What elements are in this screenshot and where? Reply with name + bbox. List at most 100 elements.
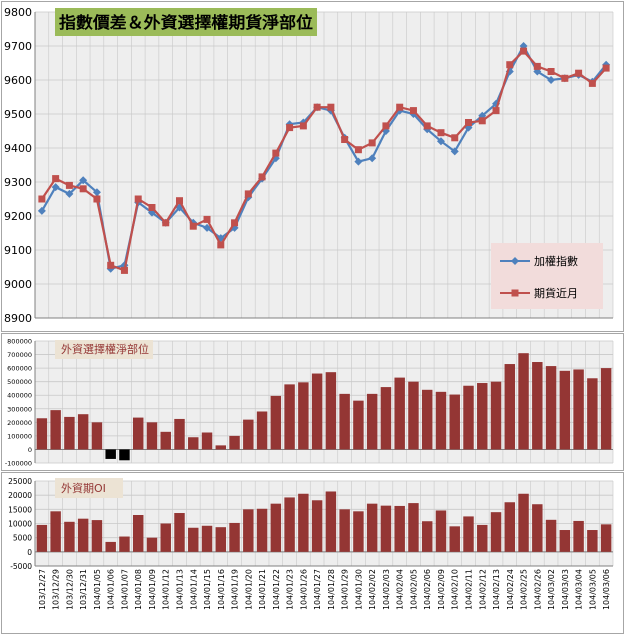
futures-point: [588, 79, 596, 87]
oi-bar: [449, 526, 460, 552]
options-bar: [119, 449, 130, 461]
x-tick-label: 104/02/11: [465, 569, 474, 610]
options-bar: [188, 437, 199, 450]
futures-point: [65, 181, 73, 189]
mid-y-tick-label: 400000: [7, 392, 32, 400]
options-bar: [518, 353, 529, 450]
options-bar: [490, 381, 502, 450]
x-tick-label: 104/01/09: [148, 569, 157, 610]
top-y-tick-label: 9000: [4, 278, 32, 291]
x-tick-label: 104/03/04: [575, 569, 584, 610]
x-tick-label: 104/01/21: [258, 569, 267, 610]
options-bar: [36, 418, 48, 450]
x-tick-label: 104/02/09: [437, 569, 446, 610]
options-bar: [311, 373, 323, 450]
x-tick-label: 103/12/27: [38, 569, 47, 610]
futures-point: [189, 222, 197, 230]
oi-bar: [256, 508, 268, 552]
index-point: [368, 154, 377, 163]
futures-point: [409, 107, 417, 115]
oi-bar: [188, 527, 199, 552]
mid-y-tick-label: 600000: [7, 365, 32, 373]
oi-bar: [339, 509, 350, 552]
futures-point: [244, 190, 252, 198]
x-tick-label: 104/01/28: [327, 569, 336, 610]
futures-point: [354, 146, 362, 154]
futures-point: [203, 215, 211, 223]
options-bar: [339, 393, 350, 450]
bottom-y-tick-label: 5000: [13, 534, 32, 543]
x-tick-label: 104/01/08: [134, 569, 143, 610]
mid-y-tick-label: 800000: [7, 338, 32, 346]
oi-bar: [559, 530, 571, 552]
options-bar: [573, 369, 584, 450]
x-tick-label: 104/01/19: [231, 569, 240, 610]
options-bar: [64, 416, 75, 450]
oi-bar: [284, 497, 295, 552]
futures-point: [561, 74, 569, 82]
futures-point: [437, 129, 445, 137]
x-tick-label: 104/02/12: [478, 569, 487, 610]
legend-futures-marker: [511, 289, 519, 297]
futures-point: [299, 122, 307, 130]
options-bar: [559, 370, 571, 450]
options-bar: [77, 414, 89, 450]
options-bar: [229, 435, 240, 450]
x-tick-label: 104/02/03: [382, 569, 391, 610]
options-bar: [463, 385, 474, 450]
futures-point: [286, 124, 294, 132]
index-point: [92, 188, 101, 197]
index-point: [436, 137, 445, 146]
x-tick-label: 104/02/24: [506, 569, 515, 610]
options-bar: [270, 395, 282, 450]
x-tick-label: 104/01/23: [286, 569, 295, 610]
options-bar: [174, 418, 185, 450]
x-tick-label: 104/01/06: [107, 569, 116, 610]
oi-bar: [408, 503, 419, 552]
futures-point: [423, 122, 431, 130]
oi-bar: [201, 525, 213, 552]
top-chart-title: 指數價差＆外資選擇權期貨淨部位: [59, 13, 313, 32]
index-point: [51, 183, 60, 192]
bottom-chart-title: 外資期OI: [61, 482, 106, 495]
x-tick-label: 104/02/10: [451, 569, 460, 610]
oi-bar: [36, 524, 48, 552]
top-y-tick-label: 9800: [4, 6, 32, 19]
top-title-box: [55, 8, 317, 36]
x-tick-label: 104/03/03: [561, 569, 570, 610]
options-bar: [408, 381, 419, 450]
options-bar: [353, 400, 364, 450]
top-y-tick-label: 9100: [4, 244, 32, 257]
index-point: [37, 206, 46, 215]
index-point: [354, 157, 363, 166]
x-tick-label: 104/03/05: [588, 569, 597, 610]
oi-bar: [270, 503, 282, 552]
top-y-tick-label: 9300: [4, 176, 32, 189]
oi-bar: [380, 505, 392, 552]
futures-point: [327, 103, 335, 111]
mid-y-tick-label: 500000: [7, 378, 32, 386]
top-y-tick-label: 9400: [4, 142, 32, 155]
options-bar: [284, 384, 295, 450]
x-tick-label: 104/02/06: [423, 569, 432, 610]
options-bar: [325, 372, 337, 450]
bottom-y-tick-label: 25000: [8, 477, 32, 486]
oi-bar: [421, 521, 433, 552]
oi-bar: [587, 530, 598, 552]
futures-point: [231, 219, 239, 227]
oi-bar: [160, 523, 171, 552]
futures-point: [107, 261, 115, 269]
oi-bar: [490, 512, 502, 552]
oi-bar: [573, 520, 584, 552]
futures-point: [506, 61, 514, 69]
x-tick-label: 104/01/30: [354, 569, 363, 610]
oi-bar: [119, 536, 130, 552]
oi-bar: [64, 521, 75, 552]
oi-bar: [600, 524, 612, 552]
options-bar: [91, 422, 103, 450]
x-tick-label: 104/02/02: [368, 569, 377, 610]
mid-y-tick-label: 300000: [7, 405, 32, 413]
futures-point: [217, 241, 225, 249]
options-bar: [421, 389, 433, 450]
futures-point: [176, 197, 183, 205]
